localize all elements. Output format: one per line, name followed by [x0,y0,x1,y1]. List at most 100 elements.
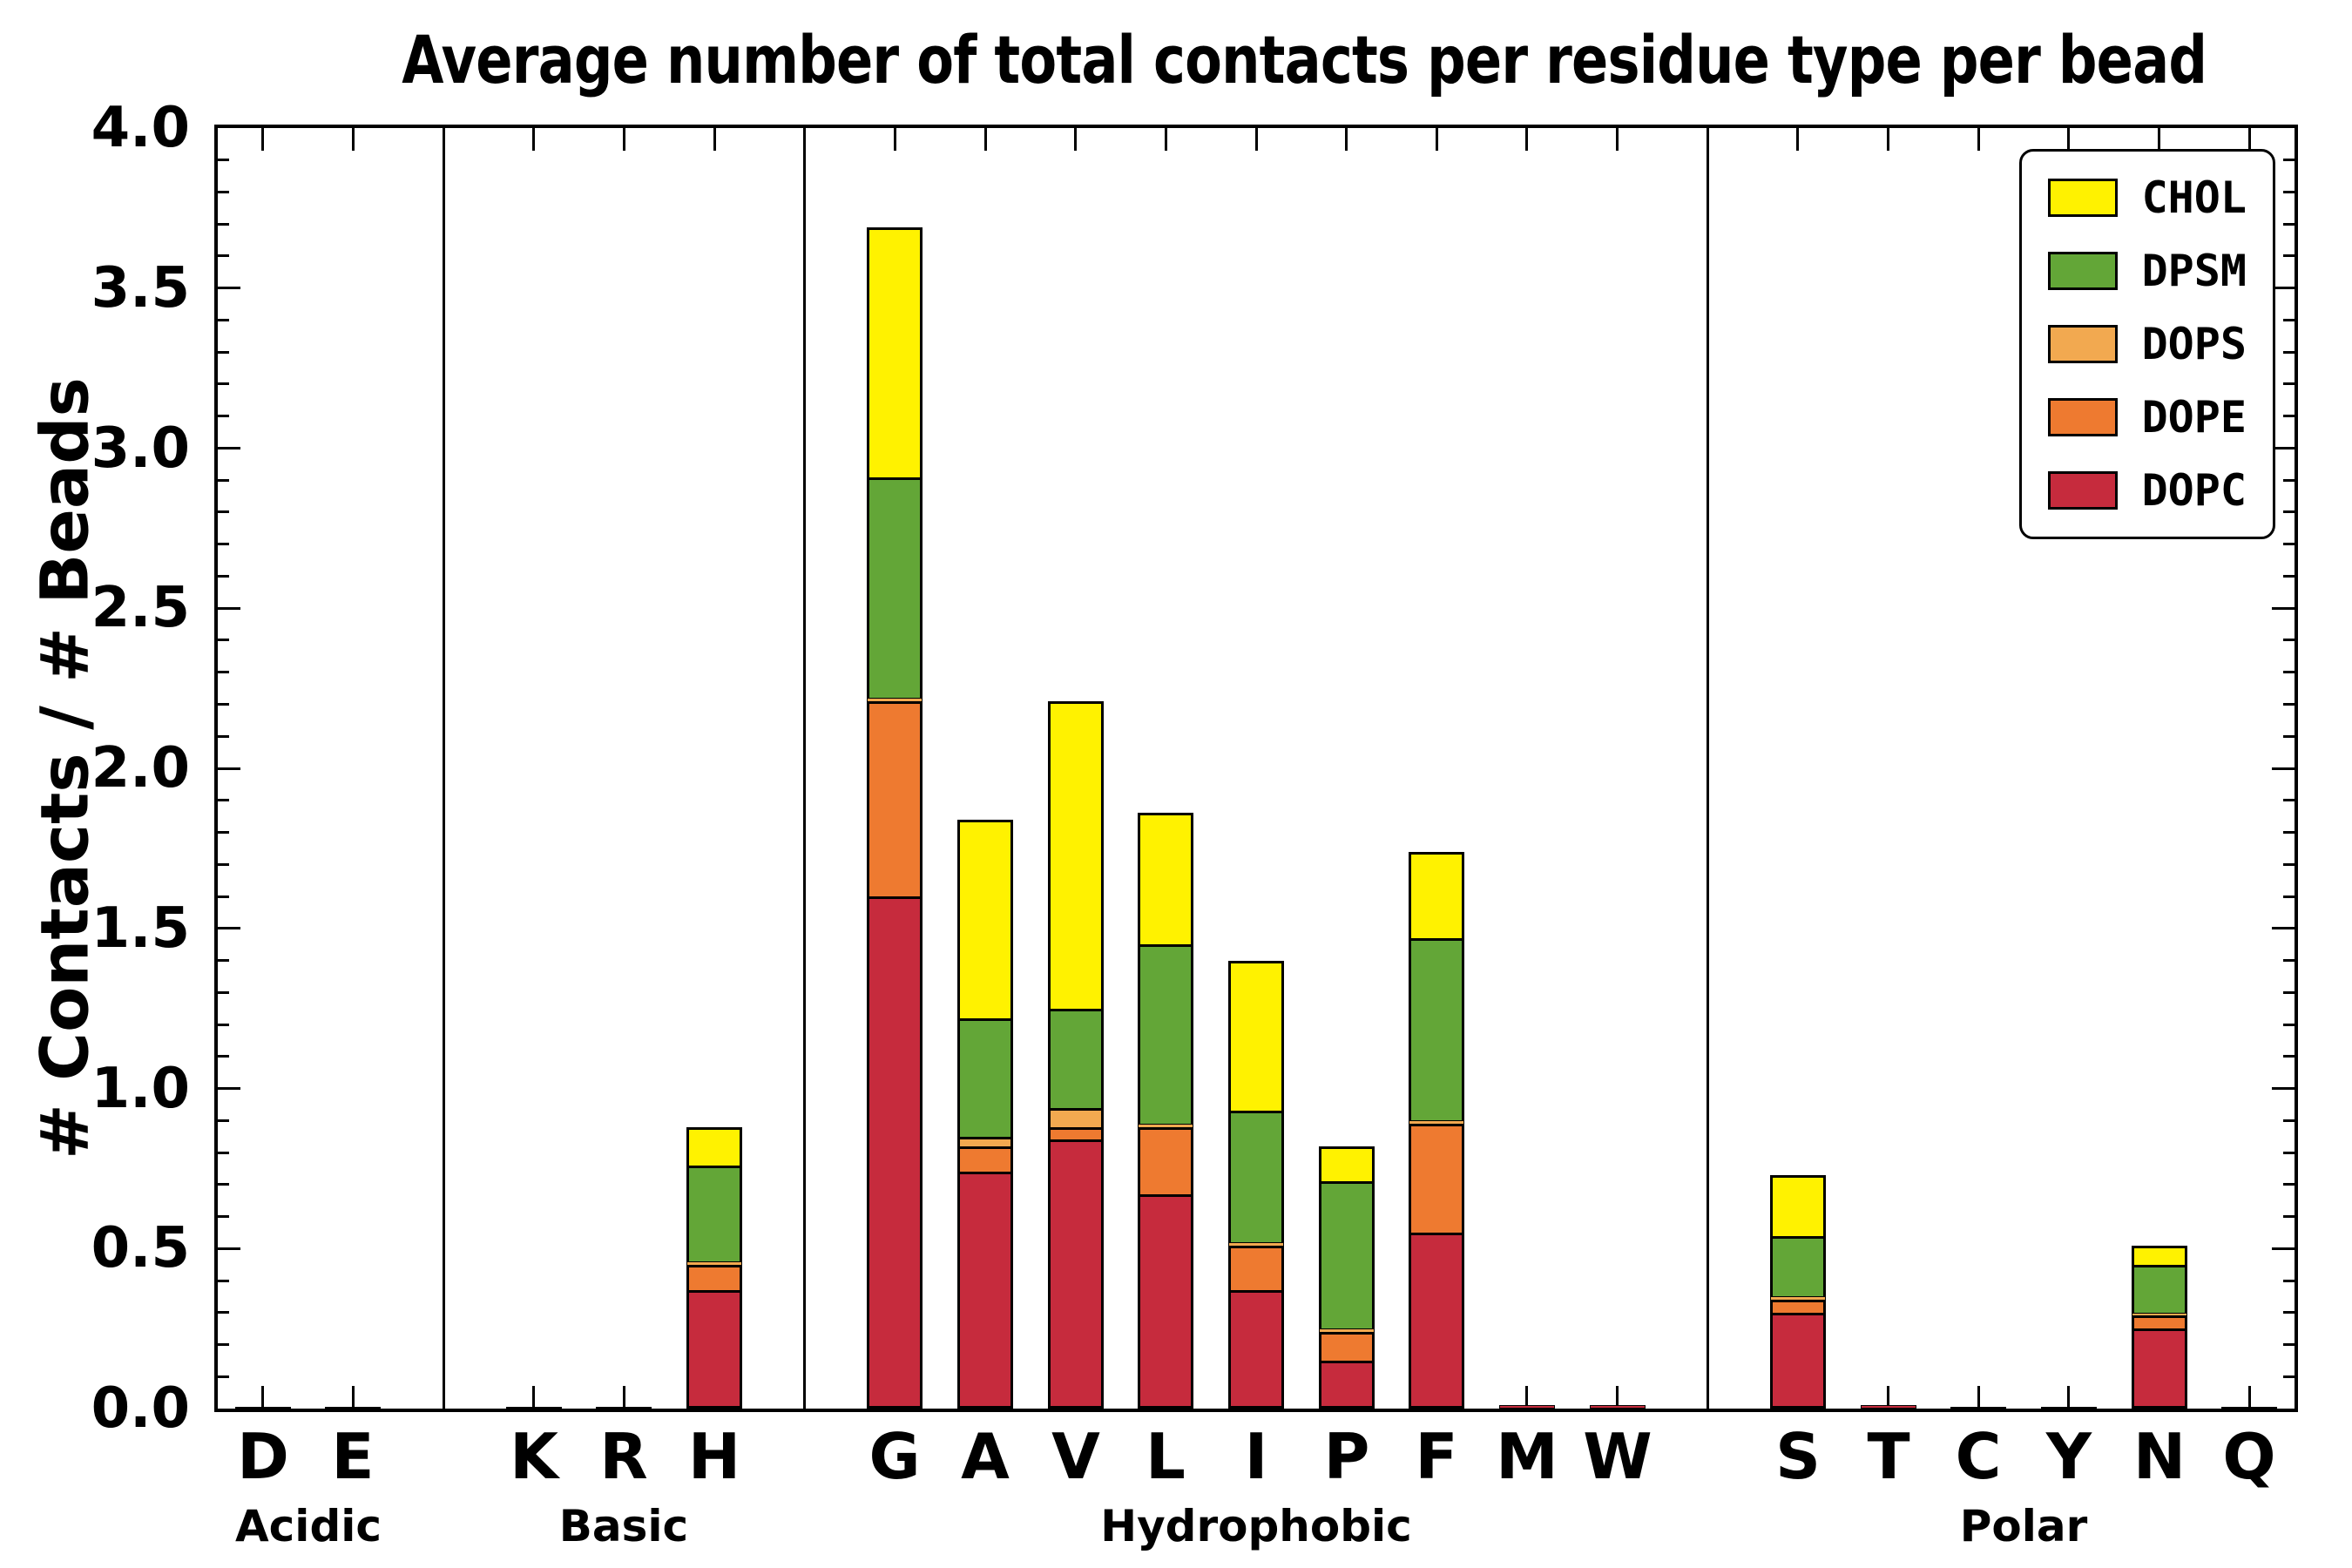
bar-segment-chol [2132,1246,2187,1265]
y-minor-tick [218,735,229,738]
bar-segment-chol [1048,701,1104,1009]
y-minor-tick [2283,1152,2295,1154]
y-minor-tick [218,575,229,578]
dops-color-swatch [2047,325,2118,363]
x-tick-label: W [1583,1420,1652,1493]
y-minor-tick [218,479,229,482]
bar-segment-dpsm [867,477,923,698]
x-tick-label: Y [2045,1420,2092,1493]
bar-segment-dops [1409,1120,1464,1124]
y-minor-tick [218,1119,229,1122]
group-label: Polar [1959,1501,2088,1551]
x-tick [1525,1386,1528,1409]
y-minor-tick [2283,671,2295,673]
x-tick-label: C [1955,1420,2002,1493]
y-minor-tick [2283,575,2295,578]
x-tick-label: D [237,1420,289,1493]
y-tick-label: 2.5 [91,576,190,640]
group-separator [1707,128,1709,1409]
bar-segment-dops [957,1137,1013,1146]
y-minor-tick [218,510,229,513]
y-minor-tick [2283,1311,2295,1314]
dpsm-color-swatch [2047,252,2118,290]
y-minor-tick [2283,254,2295,257]
legend-label: DOPE [2141,392,2247,443]
plot-area: CHOL DPSM DOPS DOPE DOPC [214,125,2298,1412]
y-minor-tick [218,1024,229,1026]
legend: CHOL DPSM DOPS DOPE DOPC [2018,149,2275,539]
y-major-tick [2272,287,2295,289]
x-tick [1165,128,1167,151]
bar-segment-dope [2132,1315,2187,1328]
y-minor-tick [2283,703,2295,706]
y-tick-label: 1.0 [91,1057,190,1121]
group-separator [443,128,445,1409]
y-minor-tick [218,1183,229,1186]
bar-segment-chol [1138,813,1193,944]
y-major-tick [218,1247,240,1250]
y-minor-tick [2283,1055,2295,1058]
bar-segment-dopc [1590,1405,1646,1409]
x-tick [2248,128,2251,151]
chart-title: Average number of total contacts per res… [402,21,2207,98]
bar-segment-dopc [686,1290,742,1409]
group-separator [803,128,806,1409]
y-minor-tick [218,863,229,866]
group-label: Hydrophobic [1100,1501,1412,1551]
x-tick-label: G [868,1420,921,1493]
bar-segment-dopc [235,1407,291,1409]
y-minor-tick [218,703,229,706]
bar-segment-dops [867,698,923,701]
y-minor-tick [2283,1024,2295,1026]
y-minor-tick [2283,382,2295,385]
y-major-tick [2272,767,2295,770]
legend-item-dpsm: DPSM [2047,249,2247,293]
y-minor-tick [218,1215,229,1218]
legend-label: DOPS [2141,319,2247,369]
y-minor-tick [218,1375,229,1378]
y-minor-tick [218,991,229,994]
bar-segment-dops [1138,1124,1193,1127]
x-tick-label: K [510,1420,558,1493]
bar-segment-chol [1319,1146,1375,1181]
bar-segment-dopc [1770,1313,1826,1409]
y-major-tick [218,1087,240,1090]
x-tick [623,1386,625,1409]
y-minor-tick [2283,191,2295,193]
y-major-tick [2272,1087,2295,1090]
bar-segment-dpsm [1138,944,1193,1124]
y-major-tick [218,287,240,289]
bar-segment-dopc [2041,1407,2097,1409]
x-tick [1525,128,1528,151]
x-tick [261,128,264,151]
y-tick-label: 0.0 [91,1376,190,1441]
bar-segment-dops [1048,1108,1104,1127]
x-tick [2248,1386,2251,1409]
bar-segment-dope [957,1146,1013,1172]
y-major-tick [2272,1247,2295,1250]
bar-segment-dope [1409,1124,1464,1233]
y-minor-tick [2283,479,2295,482]
y-minor-tick [2283,159,2295,161]
x-tick [1977,1386,1980,1409]
bar-segment-dops [1319,1328,1375,1332]
y-tick-label: 0.5 [91,1216,190,1281]
dope-color-swatch [2047,398,2118,436]
x-tick [1436,128,1438,151]
y-minor-tick [2283,735,2295,738]
x-tick-label: F [1415,1420,1458,1493]
x-tick [261,1386,264,1409]
y-minor-tick [2283,991,2295,994]
bar-segment-dpsm [1319,1181,1375,1328]
y-minor-tick [2283,896,2295,898]
y-minor-tick [218,159,229,161]
y-major-tick [218,927,240,929]
bar-segment-dpsm [1409,938,1464,1120]
y-minor-tick [218,831,229,834]
x-tick [1255,128,1258,151]
bar-segment-dops [2132,1313,2187,1315]
y-minor-tick [218,543,229,545]
x-tick-label: M [1496,1420,1558,1493]
x-tick [1887,1386,1889,1409]
y-minor-tick [218,1311,229,1314]
